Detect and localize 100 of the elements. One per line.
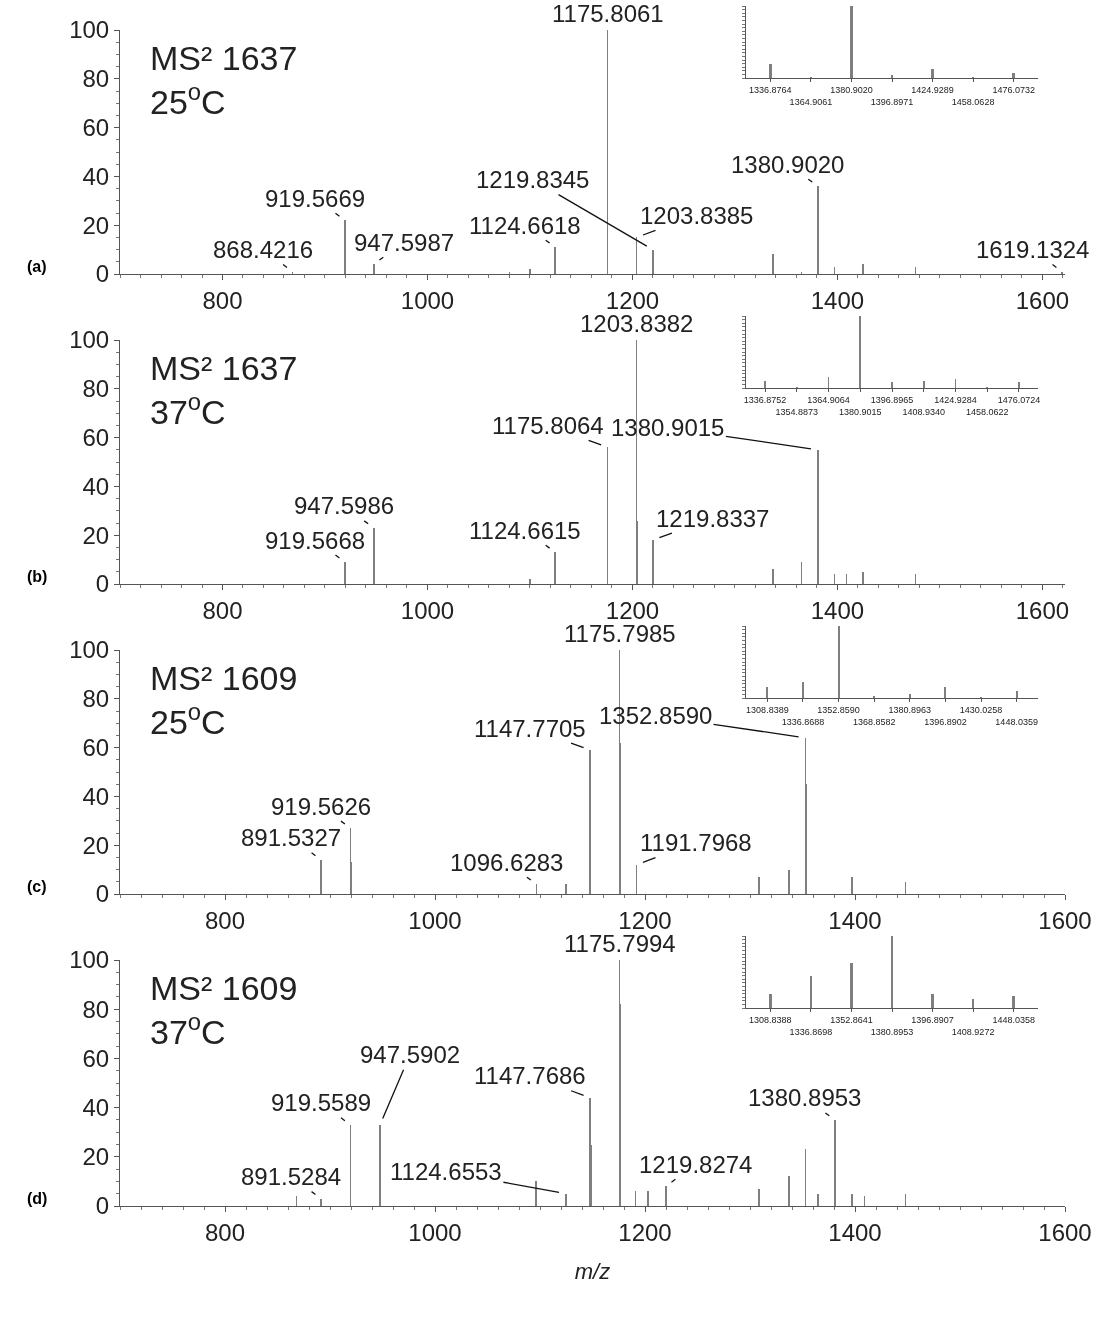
x-tick-label: 1430.0258 [959, 704, 1003, 715]
annotation: 1380.9020 [731, 151, 845, 178]
y-tick-label: 40 [82, 1094, 110, 1121]
annotation: MS² 1637 25$^{o}$C [150, 39, 298, 122]
y-tick-label: 0 [95, 260, 110, 288]
x-tick-label: 1352.8590 [817, 704, 860, 715]
annotation: MS² 1609 25$^{o}$C [150, 659, 298, 742]
y-tick-label: 60 [82, 734, 110, 761]
x-tick-label: 1396.8965 [870, 394, 914, 405]
y-tick-label: 100 [69, 946, 110, 974]
x-tick-label: 1308.8388 [749, 1014, 792, 1025]
y-tick-label: 60 [82, 114, 110, 141]
x-tick-label: 1308.8389 [746, 704, 789, 715]
bar [1015, 690, 1018, 698]
x-tick-label: 1448.0359 [995, 716, 1038, 727]
x-tick-label: 1476.0724 [997, 394, 1041, 405]
annotation: 1175.8064 [492, 412, 604, 439]
x-tick-label: 1448.0358 [992, 1014, 1035, 1025]
x-tick-label: 1336.8688 [781, 716, 825, 727]
bar [850, 963, 853, 1008]
annotation: 947.5987 [354, 229, 455, 256]
annotation: 919.5626 [271, 793, 372, 820]
y-tick-label: 40 [82, 472, 110, 500]
x-tick-label: 1476.0732 [992, 84, 1035, 95]
x-tick-label: 1000 [400, 596, 455, 624]
y-tick-label: 100 [69, 636, 110, 664]
annotation: 1124.6553 [390, 1158, 502, 1185]
x-tick-label: 800 [202, 286, 243, 314]
annotation: 919.5668 [265, 527, 366, 554]
x-tick-label: 800 [202, 596, 243, 624]
y-tick-label: 60 [82, 1044, 110, 1072]
x-tick-label: 1354.8873 [775, 406, 819, 417]
x-tick-label: 1000 [400, 286, 455, 314]
annotation: 891.5327 [241, 824, 342, 851]
x-tick-label: 1424.9284 [934, 394, 977, 405]
y-tick-label: 20 [82, 1143, 110, 1171]
x-tick-label: 1396.8907 [911, 1014, 954, 1025]
x-tick-label: 1600 [1015, 596, 1070, 624]
x-tick-label: 1380.9020 [830, 84, 873, 95]
bar [769, 993, 772, 1008]
y-tick-label: 20 [82, 521, 110, 549]
y-tick-label: 80 [82, 685, 110, 713]
x-tick-label: 1400 [810, 596, 865, 624]
x-tick-label: 1364.9064 [807, 394, 850, 405]
x-tick-label: 1458.0628 [951, 96, 995, 107]
x-tick-label: 1400 [810, 286, 865, 314]
x-tick-label: 1400 [828, 906, 882, 934]
annotation: 1124.6615 [469, 517, 581, 544]
x-tick-label: 1200 [618, 1218, 672, 1246]
x-tick-label: 1336.8752 [743, 394, 787, 405]
y-tick-label: 80 [82, 65, 110, 93]
bar [801, 682, 805, 698]
x-tick-label: 1380.8963 [888, 704, 932, 715]
annotation: 868.4216 [213, 236, 314, 263]
text: (c) [27, 878, 47, 895]
text: (d) [27, 1190, 48, 1207]
x-tick-label: 1336.8698 [789, 1026, 833, 1037]
annotation: 891.5284 [241, 1163, 342, 1190]
y-tick-label: 100 [69, 16, 110, 44]
x-tick-label: 1336.8764 [749, 84, 792, 95]
bar [931, 69, 934, 78]
y-tick-label: 40 [82, 162, 110, 190]
x-tick-label: 1364.9061 [789, 96, 833, 107]
y-tick-label: 20 [82, 831, 110, 859]
x-tick-label: 1600 [1038, 1218, 1092, 1246]
x-tick-label: 1396.8902 [924, 716, 967, 727]
y-tick-label: 80 [82, 375, 110, 403]
bar [944, 687, 947, 698]
bar [1012, 72, 1015, 78]
x-tick-label: 1352.8641 [830, 1014, 873, 1025]
y-tick-label: 40 [82, 782, 110, 810]
annotation: 1124.6618 [469, 212, 581, 239]
x-tick-label: 1380.9015 [838, 406, 882, 417]
x-tick-label: 800 [204, 906, 246, 934]
x-tick-label: 800 [204, 1218, 246, 1246]
annotation: 1175.8061 [552, 0, 664, 27]
bar [837, 626, 840, 698]
annotation: 1147.7705 [474, 715, 586, 742]
x-tick-label: 1400 [828, 1218, 882, 1246]
x-tick-label: 1380.8953 [870, 1026, 914, 1037]
y-tick-label: 0 [95, 880, 110, 908]
y-tick-label: 100 [69, 326, 110, 354]
x-tick-label: 1408.9272 [951, 1026, 995, 1037]
annotation: 919.5589 [271, 1089, 372, 1116]
y-tick-label: 0 [95, 570, 110, 598]
annotation: 1096.6283 [450, 849, 564, 876]
text: (b) [27, 568, 48, 585]
annotation: 1219.8274 [639, 1151, 753, 1178]
bar [769, 64, 772, 78]
y-tick-label: 60 [82, 424, 110, 451]
y-tick-label: 20 [82, 211, 110, 239]
annotation: MS² 1609 37$^{o}$C [150, 969, 298, 1052]
bar [908, 694, 911, 698]
y-tick-label: 0 [95, 1192, 110, 1220]
x-tick-label: 1408.9340 [902, 406, 946, 417]
annotation: 1219.8337 [656, 505, 770, 532]
x-tick-label: 1368.8582 [852, 716, 896, 727]
annotation: 947.5902 [360, 1041, 461, 1068]
annotation: 1147.7686 [474, 1062, 586, 1089]
bar [1012, 995, 1015, 1008]
